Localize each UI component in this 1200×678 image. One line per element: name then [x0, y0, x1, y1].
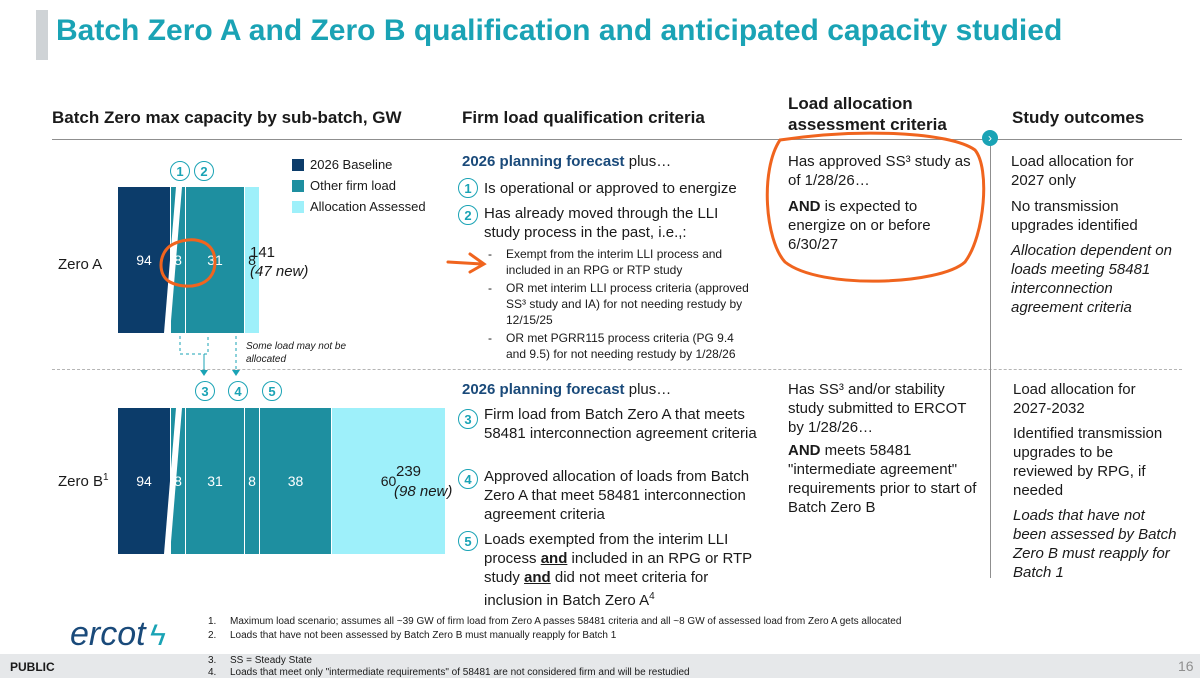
bar-segment-1: 94 [118, 408, 170, 554]
bar-segment-5: 38 [259, 408, 331, 554]
bar-zero-a: 94 8 31 8 [118, 187, 259, 333]
connector-arrows [179, 336, 240, 376]
footnote-1: Maximum load scenario; assumes all ~39 G… [230, 616, 902, 627]
header-outcomes: Study outcomes [1012, 108, 1145, 127]
header-alloc-2: assessment criteria [788, 115, 947, 134]
row-divider [52, 369, 1182, 370]
bullet-dash-3: - [488, 331, 492, 345]
row-a-out-2: No transmission upgrades identified [1011, 198, 1138, 234]
annotation-arrow [446, 252, 487, 274]
row-a-out-1: Load allocation for 2027 only [1011, 153, 1134, 189]
lightning-icon: ϟ [150, 619, 166, 652]
criteria-num-3: 3 [458, 409, 478, 429]
bar-segment-3: 31 [185, 187, 244, 333]
header-criteria: Firm load qualification criteria [462, 108, 705, 127]
bullet-dash-2: - [488, 281, 492, 295]
legend-swatch-assessed [292, 201, 304, 213]
footnote-num-2: 2. [208, 630, 217, 641]
total-zero-b: 239 [396, 463, 422, 480]
total-zero-a: 141 [250, 244, 276, 261]
row-b-lead: 2026 planning forecast plus… [462, 381, 672, 398]
marker-4: 4 [228, 381, 248, 401]
footnote-2: Loads that have not been assessed by Bat… [230, 630, 617, 641]
column-divider [990, 142, 991, 578]
bar-segment-4: 8 [244, 408, 259, 554]
title-accent-bar [36, 10, 48, 60]
row-b-out-3: Loads that have not been assessed by Bat… [1013, 507, 1177, 581]
criteria-num-5: 5 [458, 531, 478, 551]
criteria-num-2: 2 [458, 205, 478, 225]
marker-3: 3 [195, 381, 215, 401]
criteria-sub-3: OR met PGRR115 process criteria (PG 9.4 … [506, 331, 736, 361]
page-number: 16 [1178, 658, 1194, 674]
row-label-zero-b: Zero B1 [58, 472, 109, 490]
header-capacity: Batch Zero max capacity by sub-batch, GW [52, 108, 402, 127]
bar-segment-1: 94 [118, 187, 170, 333]
criteria-item-2: Has already moved through the LLI study … [484, 205, 719, 241]
bar-segment-3: 31 [185, 408, 244, 554]
row-b-alloc-2: AND meets 58481 "intermediate agreement"… [788, 442, 977, 516]
criteria-num-1: 1 [458, 178, 478, 198]
chevron-right-icon[interactable]: › [982, 130, 998, 146]
row-label-zero-a: Zero A [58, 256, 103, 273]
footnote-4: Loads that meet only "intermediate requi… [230, 667, 690, 678]
legend-swatch-other [292, 180, 304, 192]
bar-segment-6: 60 [331, 408, 445, 554]
row-a-alloc-1: Has approved SS³ study as of 1/28/26… [788, 153, 971, 189]
criteria-item-3: Firm load from Batch Zero A that meets 5… [484, 406, 757, 442]
bar-zero-b: 94 8 31 8 38 60 [118, 408, 445, 554]
marker-1: 1 [170, 161, 190, 181]
marker-5: 5 [262, 381, 282, 401]
footnote-3: SS = Steady State [230, 655, 312, 666]
slide-title: Batch Zero A and Zero B qualification an… [56, 14, 1063, 47]
legend-swatch-baseline [292, 159, 304, 171]
bullet-dash-1: - [488, 247, 492, 261]
bar-segment-4: 8 [244, 187, 259, 333]
criteria-item-5: Loads exempted from the interim LLI proc… [484, 531, 752, 609]
axis-break-icon [164, 408, 182, 554]
criteria-sub-2: OR met interim LLI process criteria (app… [506, 281, 749, 327]
header-divider [52, 139, 1182, 140]
new-zero-b: (98 new) [394, 483, 453, 500]
legend-baseline: 2026 Baseline [310, 157, 393, 172]
row-b-out-1: Load allocation for 2027-2032 [1013, 381, 1136, 417]
axis-break-icon [164, 187, 182, 333]
row-b-alloc-1: Has SS³ and/or stability study submitted… [788, 381, 967, 436]
legend-other: Other firm load [310, 178, 396, 193]
criteria-sub-1: Exempt from the interim LLI process and … [506, 247, 723, 277]
criteria-item-4: Approved allocation of loads from Batch … [484, 468, 750, 523]
footnote-num-1: 1. [208, 616, 217, 627]
classification-label: PUBLIC [10, 660, 55, 674]
new-zero-a: (47 new) [250, 263, 309, 280]
criteria-num-4: 4 [458, 469, 478, 489]
legend-assessed: Allocation Assessed [310, 199, 426, 214]
row-a-lead: 2026 planning forecast plus… [462, 153, 672, 170]
marker-2: 2 [194, 161, 214, 181]
row-a-out-3: Allocation dependent on loads meeting 58… [1011, 242, 1172, 316]
footnote-num-3: 3. [208, 655, 217, 666]
header-alloc-1: Load allocation [788, 94, 913, 113]
ercot-logo: ercot ϟ [70, 615, 166, 653]
note-some-load: Some load may not be allocated [246, 341, 347, 365]
footnote-num-4: 4. [208, 667, 217, 678]
criteria-item-1: Is operational or approved to energize [484, 180, 737, 197]
row-b-out-2: Identified transmission upgrades to be r… [1013, 425, 1163, 499]
row-a-alloc-2: AND is expected to energize on or before… [788, 198, 931, 253]
